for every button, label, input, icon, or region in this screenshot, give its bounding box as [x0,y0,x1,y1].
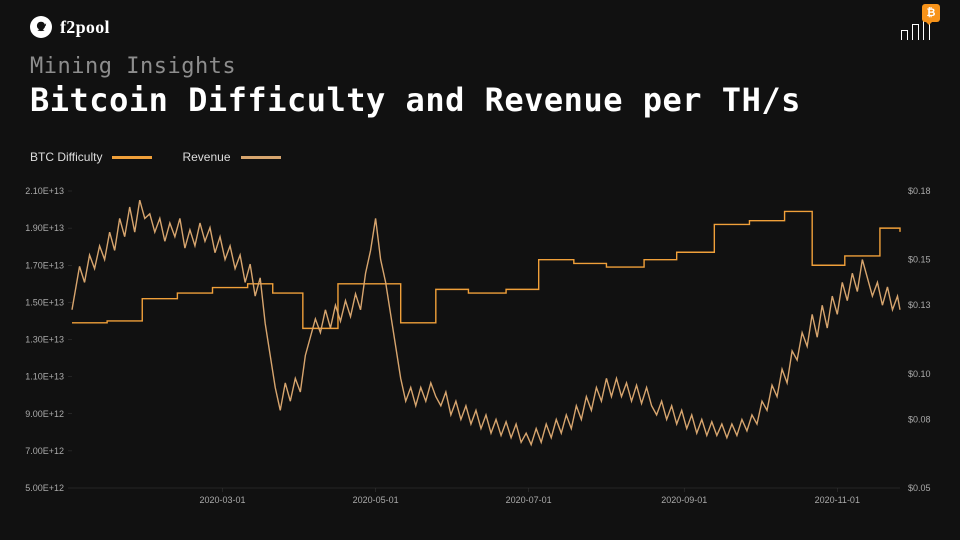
chart-svg: 5.00E+12 7.00E+12 9.00E+12 1.10E+13 1.30E+13… [18,185,942,514]
svg-text:$0.08: $0.08 [908,414,931,424]
analytics-icon: ₿ [901,14,930,40]
svg-text:2020-03-01: 2020-03-01 [200,495,246,505]
header: f2pool ₿ [30,14,930,40]
chart: 5.00E+12 7.00E+12 9.00E+12 1.10E+13 1.30E+13… [18,185,942,514]
svg-text:1.10E+13: 1.10E+13 [25,372,64,382]
svg-text:$0.18: $0.18 [908,186,931,196]
legend-item-revenue: Revenue [182,150,280,164]
svg-text:1.70E+13: 1.70E+13 [25,260,64,270]
page-subtitle: Mining Insights [30,54,801,79]
svg-text:5.00E+12: 5.00E+12 [25,483,64,493]
svg-text:1.90E+13: 1.90E+13 [25,223,64,233]
titles: Mining Insights Bitcoin Difficulty and R… [30,54,801,119]
chart-legend: BTC Difficulty Revenue [30,150,281,164]
svg-text:$0.05: $0.05 [908,483,931,493]
legend-revenue-swatch [241,156,281,159]
svg-text:1.50E+13: 1.50E+13 [25,297,64,307]
svg-text:$0.10: $0.10 [908,369,931,379]
legend-item-difficulty: BTC Difficulty [30,150,152,164]
svg-text:2020-05-01: 2020-05-01 [353,495,399,505]
stage: { "brand": { "name": "f2pool" }, "icons"… [0,0,960,540]
svg-text:7.00E+12: 7.00E+12 [25,446,64,456]
page-title: Bitcoin Difficulty and Revenue per TH/s [30,81,801,119]
bitcoin-badge-icon: ₿ [922,4,940,22]
legend-difficulty-swatch [112,156,152,159]
svg-text:$0.15: $0.15 [908,255,931,265]
svg-text:$0.13: $0.13 [908,300,931,310]
svg-text:2.10E+13: 2.10E+13 [25,186,64,196]
brand-name: f2pool [60,17,110,38]
svg-text:2020-09-01: 2020-09-01 [661,495,707,505]
svg-text:1.30E+13: 1.30E+13 [25,335,64,345]
brand-logo-icon [30,16,52,38]
svg-text:2020-11-01: 2020-11-01 [815,495,860,505]
legend-revenue-label: Revenue [182,150,230,164]
svg-text:9.00E+12: 9.00E+12 [25,409,64,419]
brand: f2pool [30,16,110,38]
svg-text:2020-07-01: 2020-07-01 [506,495,552,505]
legend-difficulty-label: BTC Difficulty [30,150,102,164]
